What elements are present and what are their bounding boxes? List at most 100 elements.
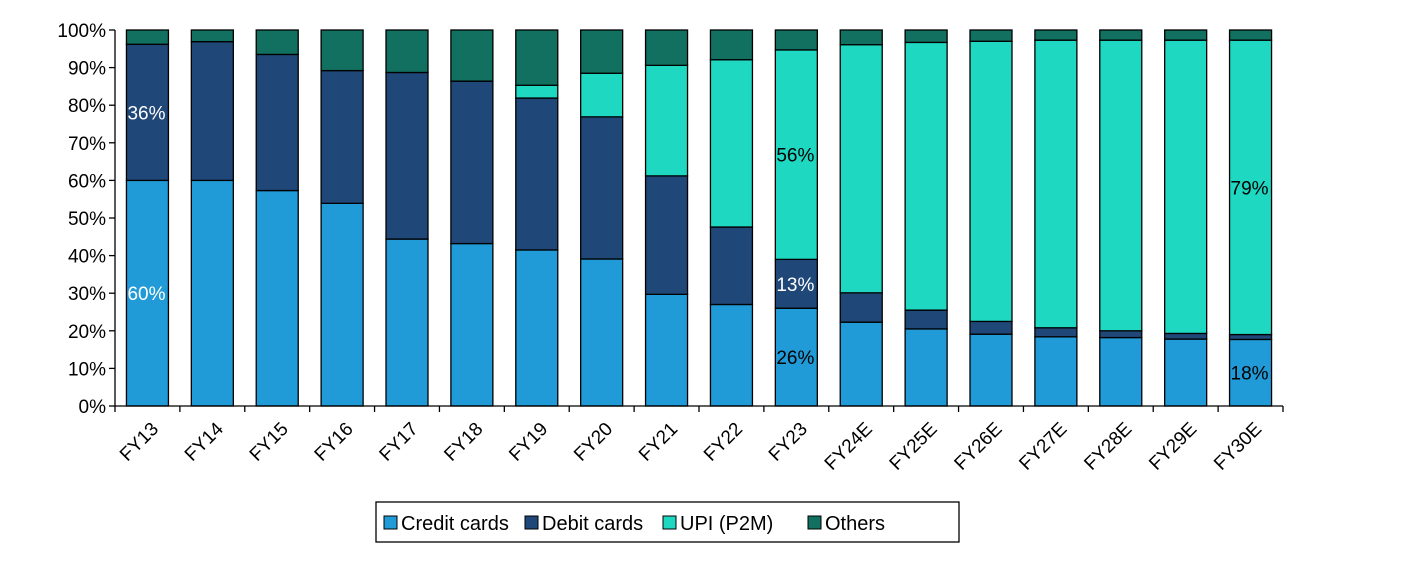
- bar-debit-cards-fy15: [255, 53, 299, 192]
- bar-debit-cards-fy26e: [969, 320, 1013, 335]
- bar-upi-p2m-fy23: [774, 49, 818, 261]
- bar-credit-cards-fy22: [709, 303, 754, 407]
- bar-debit-cards-fy21: [644, 175, 689, 295]
- legend-swatch-credit-cards: [383, 515, 398, 530]
- bar-others-fy20: [580, 29, 624, 74]
- data-label-fy13-credit-cards: 60%: [127, 284, 165, 305]
- bar-upi-p2m-fy21: [644, 64, 689, 177]
- y-tick-label-60: 60%: [68, 171, 106, 192]
- bar-upi-p2m-fy29e: [1164, 39, 1208, 335]
- legend-label-upi-p2m: UPI (P2M): [680, 513, 773, 535]
- bar-others-fy17: [385, 29, 429, 74]
- bar-debit-cards-fy24e: [839, 292, 883, 323]
- bar-others-fy13: [125, 29, 170, 45]
- x-tick-label-fy14: FY14: [181, 418, 228, 465]
- bar-credit-cards-fy15: [255, 189, 299, 407]
- y-tick-label-10: 10%: [68, 359, 106, 380]
- y-axis-tick-labels: 0% 10% 20% 30% 40% 50% 60% 70% 80% 90% 100%: [57, 21, 106, 418]
- bar-others-fy21: [644, 29, 689, 66]
- bar-others-fy30e: [1228, 29, 1273, 41]
- bar-upi-p2m-fy19: [515, 84, 559, 99]
- bar-credit-cards-fy16: [320, 202, 364, 407]
- bar-upi-p2m-fy22: [709, 59, 754, 228]
- bar-others-fy28e: [1099, 29, 1143, 41]
- x-tick-label-fy23: FY23: [765, 419, 812, 466]
- x-tick-label-fy30e: FY30E: [1210, 419, 1266, 475]
- bar-credit-cards-fy14: [190, 179, 234, 407]
- bar-upi-p2m-fy20: [580, 72, 624, 118]
- bar-upi-p2m-fy27e: [1034, 39, 1078, 329]
- x-tick-label-fy27e: FY27E: [1015, 419, 1071, 475]
- y-tick-label-30: 30%: [68, 284, 106, 305]
- bar-others-fy22: [709, 29, 754, 61]
- x-axis-tick-labels: FY13 FY14 FY15 FY16 FY17 FY18 FY19 FY20 FY21 FY22…: [116, 418, 1266, 474]
- bar-credit-cards-fy13: [125, 179, 170, 407]
- bar-debit-cards-fy22: [709, 226, 754, 306]
- x-tick-label-fy26e: FY26E: [951, 419, 1007, 475]
- bar-others-fy16: [320, 29, 364, 72]
- y-tick-label-50: 50%: [68, 209, 106, 230]
- bar-others-fy15: [255, 29, 299, 56]
- bar-debit-cards-fy30e: [1228, 333, 1273, 341]
- y-tick-label-40: 40%: [68, 247, 106, 268]
- bar-upi-p2m-fy28e: [1099, 39, 1143, 332]
- bar-credit-cards-fy24e: [839, 321, 883, 407]
- bar-credit-cards-fy20: [580, 258, 624, 407]
- y-tick-label-0: 0%: [79, 397, 107, 418]
- axes: [109, 29, 1284, 412]
- bar-others-fy18: [450, 29, 494, 82]
- x-tick-label-fy16: FY16: [311, 419, 358, 466]
- bar-others-fy19: [515, 29, 559, 86]
- bar-debit-cards-fy19: [515, 97, 559, 251]
- x-tick-label-fy29e: FY29E: [1145, 419, 1201, 475]
- bar-debit-cards-fy13: [125, 43, 170, 182]
- data-label-fy23-credit-cards: 26%: [776, 348, 814, 369]
- y-tick-label-80: 80%: [68, 96, 106, 117]
- y-tick-label-100: 100%: [57, 21, 106, 42]
- y-tick-label-70: 70%: [68, 134, 106, 155]
- bar-debit-cards-fy20: [580, 116, 624, 260]
- bar-others-fy26e: [969, 29, 1013, 42]
- x-tick-label-fy17: FY17: [376, 419, 423, 466]
- legend-swatch-others: [807, 515, 822, 530]
- legend-label-debit-cards: Debit cards: [542, 513, 643, 535]
- data-label-fy23-upi-p2m: 56%: [776, 146, 814, 167]
- x-tick-label-fy19: FY19: [505, 419, 552, 466]
- bar-credit-cards-fy28e: [1099, 336, 1143, 407]
- data-label-fy13-debit-cards: 36%: [127, 103, 165, 124]
- bar-debit-cards-fy23: [774, 258, 818, 309]
- bar-credit-cards-fy27e: [1034, 336, 1078, 407]
- bar-others-fy23: [774, 29, 818, 51]
- bar-upi-p2m-fy25e: [904, 41, 948, 311]
- bar-credit-cards-fy18: [450, 242, 494, 407]
- x-tick-label-fy18: FY18: [440, 419, 487, 466]
- x-tick-label-fy25e: FY25E: [886, 419, 942, 475]
- data-label-fy23-debit-cards: 13%: [776, 275, 814, 296]
- bar-upi-p2m-fy30e: [1228, 39, 1273, 336]
- x-tick-label-fy24e: FY24E: [821, 419, 877, 475]
- bar-debit-cards-fy27e: [1034, 327, 1078, 338]
- data-label-fy30e-credit-cards: 18%: [1231, 364, 1269, 385]
- bar-debit-cards-fy17: [385, 71, 429, 240]
- x-tick-label-fy13: FY13: [116, 419, 163, 466]
- bar-others-fy29e: [1164, 29, 1208, 41]
- y-tick-label-20: 20%: [68, 322, 106, 343]
- legend: Credit cards Debit cards UPI (P2M) Others: [375, 501, 960, 543]
- x-tick-label-fy22: FY22: [700, 419, 747, 466]
- x-tick-label-fy20: FY20: [570, 419, 617, 466]
- bar-others-fy24e: [839, 29, 883, 46]
- bar-credit-cards-fy30e: [1228, 338, 1273, 407]
- bar-others-fy25e: [904, 29, 948, 44]
- bar-others-fy27e: [1034, 29, 1078, 41]
- bar-credit-cards-fy29e: [1164, 338, 1208, 407]
- bar-others-fy14: [190, 29, 234, 43]
- legend-swatch-upi-p2m: [662, 515, 677, 530]
- legend-label-others: Others: [825, 513, 885, 535]
- bar-debit-cards-fy25e: [904, 309, 948, 330]
- bar-debit-cards-fy18: [450, 80, 494, 245]
- bar-credit-cards-fy21: [644, 293, 689, 407]
- legend-label-credit-cards: Credit cards: [401, 513, 509, 535]
- x-tick-label-fy15: FY15: [246, 419, 293, 466]
- bar-credit-cards-fy25e: [904, 328, 948, 407]
